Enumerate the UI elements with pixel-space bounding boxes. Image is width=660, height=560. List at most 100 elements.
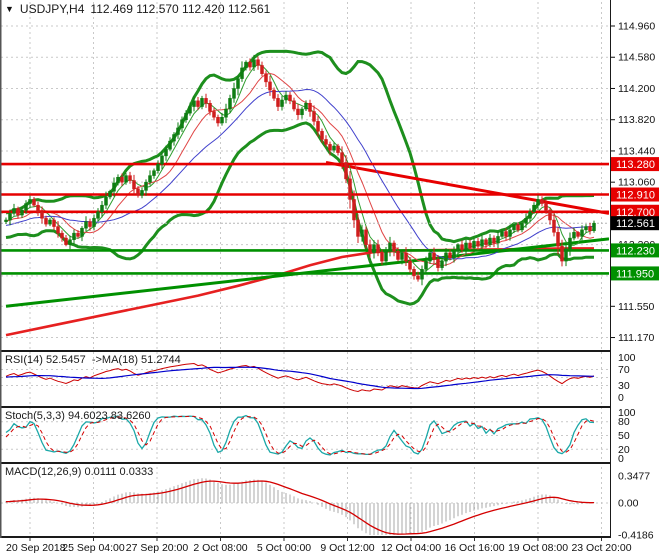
- descending-resistance-trendline[interactable]: [325, 160, 609, 215]
- rsi-tick-label: 0: [618, 392, 624, 404]
- bull-candle: [24, 203, 28, 211]
- bear-candle: [44, 218, 48, 225]
- bear-candle: [552, 219, 556, 233]
- support-price-badge-label: 112.230: [616, 245, 655, 257]
- bear-candle: [132, 180, 136, 190]
- macd-tick-label: 0.3477: [618, 471, 650, 483]
- bull-candle: [232, 88, 236, 99]
- bear-candle: [336, 145, 340, 153]
- support-price-badge: [611, 266, 659, 281]
- bear-candle: [448, 252, 452, 259]
- time-axis-scale[interactable]: [0, 538, 660, 560]
- bull-candle: [360, 229, 364, 237]
- bull-candle: [384, 250, 388, 262]
- bull-candle: [172, 134, 176, 142]
- bear-candle: [544, 203, 548, 211]
- bull-candle: [524, 218, 528, 224]
- stoch-tick-label: 0: [618, 453, 624, 465]
- stoch-tick-label: 50: [618, 430, 630, 442]
- bull-candle: [68, 239, 72, 245]
- time-axis: 20 Sep 201825 Sep 04:0027 Sep 20:00 2 Oct…: [6, 538, 632, 554]
- bear-candle: [484, 239, 488, 245]
- bear-candle: [312, 111, 316, 122]
- bull-candle: [200, 98, 204, 107]
- bull-candle: [564, 248, 568, 262]
- bear-candle: [340, 152, 344, 163]
- bear-candle: [352, 199, 356, 221]
- main-chart-plot-area[interactable]: [0, 0, 610, 350]
- bear-candle: [196, 100, 200, 107]
- bear-candle: [60, 232, 64, 239]
- bear-candle: [432, 252, 436, 260]
- time-tick-label: 2 Oct 08:00: [193, 542, 247, 554]
- bull-candle: [156, 163, 160, 171]
- bull-candle: [4, 219, 8, 222]
- bull-candle: [424, 260, 428, 270]
- price-tick-label: 114.200: [618, 83, 655, 95]
- bull-candle: [28, 199, 32, 204]
- rsi-line: [5, 362, 595, 393]
- resistance-price-badge: [611, 187, 659, 202]
- bull-candle: [488, 237, 492, 245]
- bear-candle: [408, 260, 412, 270]
- symbol-dropdown-icon[interactable]: ▼: [5, 4, 14, 14]
- rsi-ma-line: [5, 366, 595, 390]
- bear-candle: [272, 89, 276, 99]
- bull-candle: [48, 219, 52, 225]
- bear-candle: [52, 219, 56, 227]
- bear-candle: [256, 59, 260, 66]
- candles-layer: [4, 54, 596, 286]
- price-tick-label: 111.550: [618, 301, 655, 313]
- rsi-tick-label: 70: [618, 364, 630, 376]
- bear-candle: [356, 219, 360, 237]
- price-tick-label: 113.060: [618, 177, 655, 189]
- bull-candle: [236, 78, 240, 89]
- bull-candle: [152, 170, 156, 176]
- price-axis-scale[interactable]: [611, 0, 660, 538]
- bear-candle: [516, 224, 520, 231]
- support-price-badge-label: 111.950: [616, 268, 654, 280]
- bull-candle: [140, 190, 144, 196]
- bull-candle: [532, 204, 536, 213]
- bull-candle: [440, 260, 444, 268]
- time-tick-label: 25 Sep 04:00: [62, 542, 125, 554]
- stochastic-panel: [5, 414, 595, 456]
- bull-candle: [452, 250, 456, 259]
- bear-candle: [540, 199, 544, 204]
- bear-candle: [392, 242, 396, 252]
- horizontal-levels: [1, 162, 609, 275]
- macd-panel: [5, 478, 595, 535]
- bear-candle: [248, 61, 252, 68]
- bull-candle: [180, 119, 184, 129]
- bull-candle: [508, 229, 512, 237]
- support-price-badge: [611, 243, 659, 258]
- bear-candle: [476, 241, 480, 247]
- bull-candle: [116, 176, 120, 184]
- bear-candle: [308, 103, 312, 112]
- bull-candle: [240, 67, 244, 79]
- resistance-price-badge-label: 112.910: [616, 190, 655, 202]
- bull-candle: [188, 106, 192, 114]
- bull-candle: [148, 175, 152, 183]
- bollinger-upper-band: [5, 49, 595, 244]
- bear-candle: [316, 121, 320, 132]
- bear-candle: [268, 81, 272, 91]
- bear-candle: [208, 103, 212, 112]
- bear-candle: [40, 211, 44, 219]
- bull-candle: [100, 204, 104, 213]
- bear-candle: [320, 130, 324, 140]
- fast-ma-blue-line: [5, 88, 595, 260]
- bull-candle: [104, 196, 108, 206]
- bear-candle: [588, 226, 592, 231]
- bear-candle: [212, 111, 216, 118]
- bear-candle: [88, 221, 92, 227]
- bull-candle: [480, 239, 484, 247]
- stochastic-indicator-label: Stoch(5,3,3) 94.6023 83.6260: [5, 410, 151, 422]
- time-tick-label: 20 Sep 2018: [6, 542, 66, 554]
- bear-candle: [16, 208, 20, 216]
- bear-candle: [376, 244, 380, 254]
- bull-candle: [252, 59, 256, 68]
- stoch-k-line: [5, 414, 595, 456]
- bear-candle: [368, 244, 372, 254]
